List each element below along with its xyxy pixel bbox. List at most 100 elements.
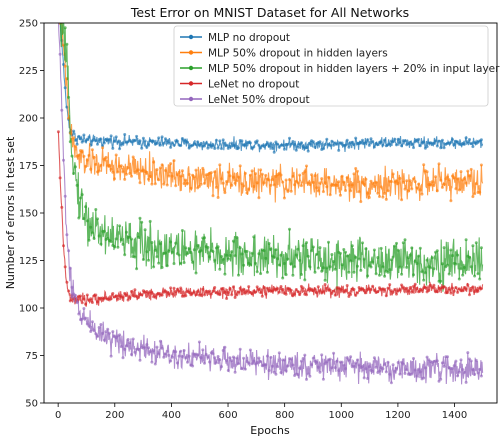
data-point [479, 287, 483, 291]
data-point [62, 14, 65, 17]
data-point [248, 173, 252, 177]
data-point [313, 145, 317, 149]
data-point [152, 349, 156, 353]
data-point [471, 145, 475, 149]
data-point [284, 292, 288, 296]
data-point [63, 194, 67, 198]
data-point [99, 137, 103, 141]
data-point [340, 360, 344, 364]
data-point [170, 250, 174, 254]
data-point [201, 348, 205, 352]
data-point [332, 351, 336, 355]
data-point [354, 293, 358, 297]
data-point [318, 181, 322, 185]
data-point [288, 178, 291, 182]
data-point [94, 208, 98, 211]
data-point [72, 129, 76, 133]
data-point [361, 181, 364, 184]
data-point [451, 138, 454, 141]
chart-title: Test Error on MNIST Dataset for All Netw… [130, 5, 409, 20]
data-point [152, 265, 156, 269]
data-point [160, 346, 164, 350]
legend-item: LeNet no dropout [180, 78, 299, 90]
data-point [289, 357, 293, 361]
data-point [344, 250, 347, 254]
data-point [291, 273, 295, 277]
data-point [410, 290, 414, 294]
data-point [192, 248, 196, 252]
data-point [345, 284, 349, 287]
data-point [381, 367, 385, 371]
data-point [179, 144, 183, 148]
data-point [410, 246, 414, 250]
data-point [417, 182, 421, 186]
data-point [250, 251, 254, 255]
data-point [276, 287, 280, 291]
data-point [271, 178, 274, 182]
data-point [145, 343, 149, 347]
data-point [182, 349, 186, 352]
data-point [206, 245, 210, 249]
data-point [386, 189, 390, 193]
data-point [77, 153, 81, 157]
data-point [72, 136, 76, 140]
data-point [218, 293, 222, 297]
data-point [452, 364, 456, 368]
data-point [354, 361, 358, 365]
data-point [267, 178, 271, 182]
data-point [225, 143, 229, 147]
data-point [123, 347, 127, 351]
data-point [230, 141, 234, 145]
data-point [57, 19, 60, 22]
data-point [248, 141, 252, 145]
data-point [237, 175, 240, 179]
data-point [158, 339, 162, 343]
data-point [301, 357, 305, 360]
data-point [406, 189, 410, 193]
data-point [374, 180, 378, 184]
data-point [383, 138, 387, 142]
data-point [366, 274, 370, 278]
data-point [276, 142, 280, 146]
data-point [464, 287, 468, 291]
data-point [267, 144, 271, 148]
data-point [223, 290, 227, 294]
data-point [226, 290, 230, 294]
data-point [131, 294, 135, 298]
data-point [89, 225, 93, 229]
data-point [153, 182, 157, 186]
data-point [316, 266, 320, 270]
data-point [291, 140, 295, 143]
data-point [225, 297, 229, 300]
data-point [216, 146, 220, 150]
data-point [284, 369, 288, 373]
data-point [136, 235, 140, 239]
data-point [388, 372, 392, 376]
data-point [158, 143, 162, 147]
data-point [187, 291, 191, 294]
data-point [471, 285, 475, 289]
data-point [96, 300, 99, 304]
data-point [306, 254, 310, 258]
data-point [413, 282, 417, 286]
data-point [262, 249, 266, 253]
data-point [423, 285, 427, 289]
data-point [383, 287, 387, 291]
data-point [158, 166, 162, 170]
data-point [432, 283, 436, 287]
data-point [289, 288, 293, 292]
data-point [77, 134, 81, 138]
data-point [457, 277, 461, 281]
data-point [325, 185, 329, 189]
data-point [474, 182, 478, 186]
data-point [476, 289, 480, 293]
data-point [223, 272, 227, 276]
data-point [286, 142, 290, 146]
data-point [187, 354, 191, 358]
data-point [169, 162, 173, 166]
data-point [454, 359, 458, 363]
data-point [164, 352, 167, 356]
data-point [296, 373, 300, 377]
data-point [298, 293, 302, 297]
data-point [464, 238, 468, 242]
